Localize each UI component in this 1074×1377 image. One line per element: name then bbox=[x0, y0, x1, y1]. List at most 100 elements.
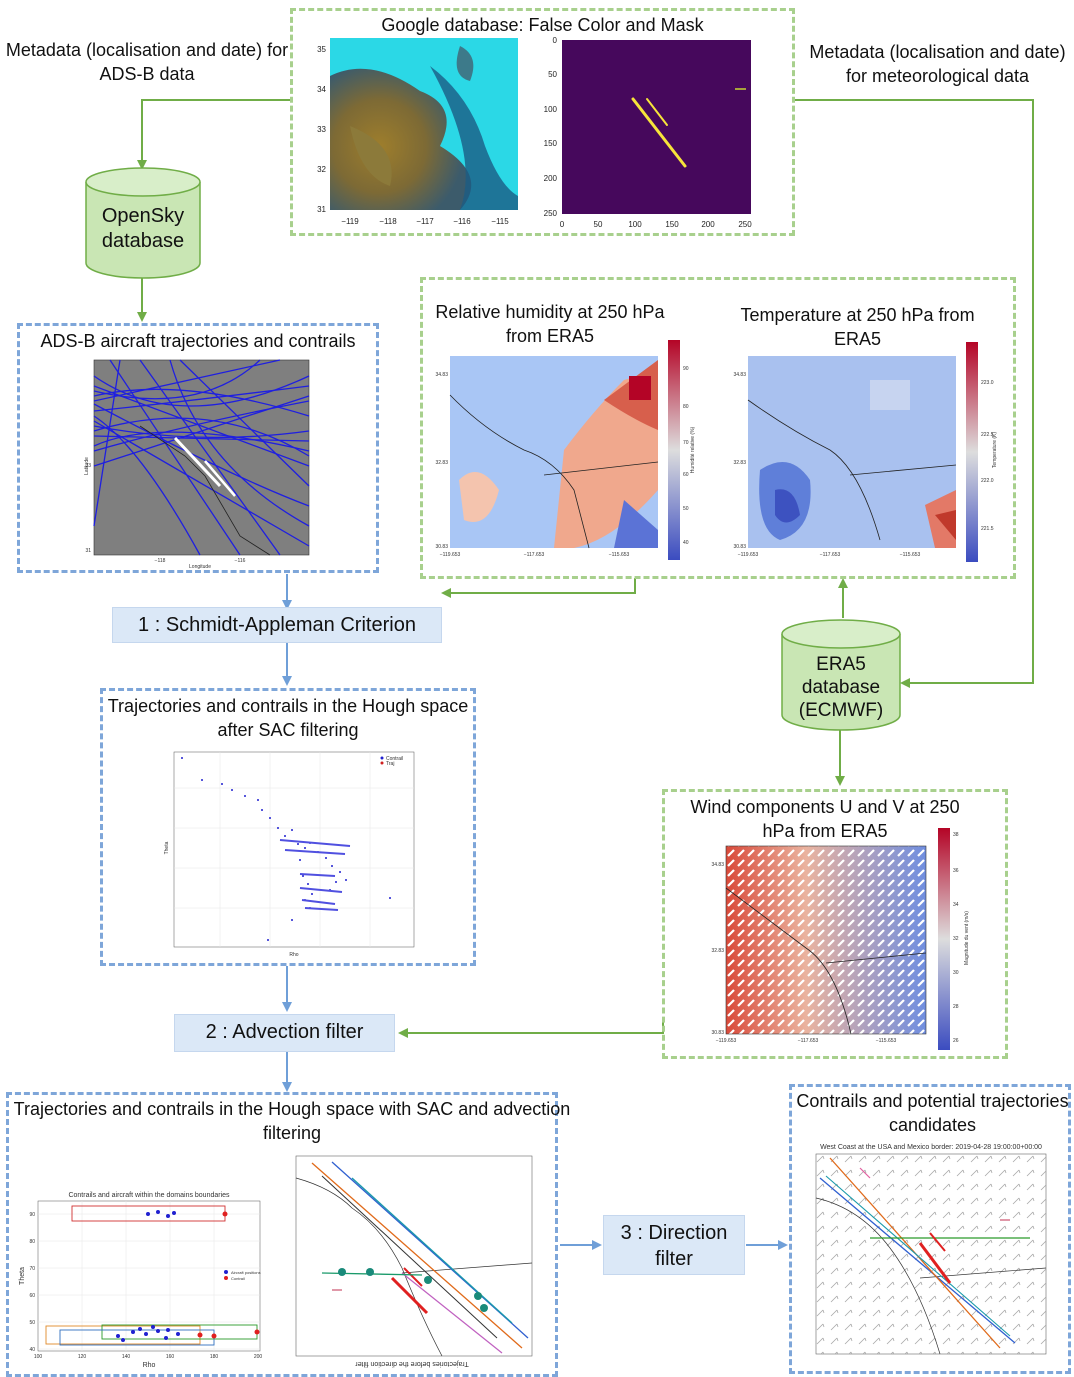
step-sac: 1 : Schmidt-Appleman Criterion bbox=[112, 607, 442, 643]
candidates-map: West Coast at the USA and Mexico border:… bbox=[815, 1144, 1047, 1355]
svg-text:34.83: 34.83 bbox=[711, 862, 724, 868]
svg-text:33: 33 bbox=[317, 125, 326, 134]
hough-adv-panel bbox=[6, 1092, 558, 1377]
mask-xticks: 0 50 100 150 200 250 bbox=[560, 220, 752, 229]
svg-text:−119.653: −119.653 bbox=[716, 1038, 737, 1044]
arrow-google-to-opensky bbox=[137, 99, 290, 170]
svg-text:34.83: 34.83 bbox=[733, 372, 746, 378]
google-panel bbox=[290, 8, 795, 236]
svg-text:60: 60 bbox=[683, 472, 689, 478]
svg-text:40: 40 bbox=[683, 540, 689, 546]
svg-text:222.5: 222.5 bbox=[981, 432, 994, 438]
svg-text:33: 33 bbox=[85, 463, 91, 469]
svg-text:50: 50 bbox=[594, 220, 603, 229]
svg-text:−115.653: −115.653 bbox=[876, 1038, 897, 1044]
svg-text:35: 35 bbox=[317, 45, 326, 54]
opensky-database-icon bbox=[85, 167, 201, 279]
hough-sac-points bbox=[181, 757, 391, 941]
contrail-mask-image: 0 50 100 150 200 250 0 50 100 150 200 25… bbox=[544, 36, 753, 229]
svg-text:50: 50 bbox=[548, 70, 557, 79]
svg-text:250: 250 bbox=[738, 220, 752, 229]
humidity-cbar-ticks: 90 80 70 60 50 40 bbox=[683, 366, 689, 546]
svg-text:−118: −118 bbox=[155, 558, 166, 564]
adsb-panel bbox=[17, 323, 379, 573]
era5-fields-panel bbox=[420, 277, 1016, 579]
svg-text:40: 40 bbox=[29, 1347, 35, 1353]
svg-text:30.83: 30.83 bbox=[733, 544, 746, 550]
svg-text:Trajectories before the direct: Trajectories before the direction filter bbox=[355, 1360, 469, 1367]
svg-text:200: 200 bbox=[701, 220, 715, 229]
svg-text:−117.653: −117.653 bbox=[524, 552, 545, 558]
svg-text:−117.653: −117.653 bbox=[798, 1038, 819, 1044]
svg-text:31: 31 bbox=[317, 205, 326, 214]
svg-text:Temperature (K): Temperature (K) bbox=[992, 432, 998, 468]
svg-text:200: 200 bbox=[544, 174, 558, 183]
humidity-title: Relative humidity at 250 hPa from ERA5 bbox=[435, 302, 665, 346]
metadata-adsb-label: Metadata (localisation and date) for ADS… bbox=[5, 40, 289, 84]
wind-map: 38 36 34 32 30 28 26 Magnitude du vent (… bbox=[711, 828, 970, 1050]
svg-text:34.83: 34.83 bbox=[435, 372, 448, 378]
svg-text:−115: −115 bbox=[491, 217, 509, 226]
era5-database-icon bbox=[781, 619, 901, 731]
svg-text:Theta: Theta bbox=[19, 1267, 26, 1285]
svg-text:32.83: 32.83 bbox=[711, 948, 724, 954]
hough-sac-scatter: Contrail Traj Theta Rho bbox=[164, 751, 415, 958]
adsb-panel-title: ADS-B aircraft trajectories and contrail… bbox=[40, 331, 356, 351]
svg-text:Magnitude du vent (m/s): Magnitude du vent (m/s) bbox=[964, 911, 970, 965]
svg-text:Aircraft positions: Aircraft positions bbox=[231, 1270, 261, 1275]
svg-text:180: 180 bbox=[210, 1354, 219, 1360]
svg-text:36: 36 bbox=[953, 868, 959, 874]
candidates-panel bbox=[789, 1084, 1071, 1374]
svg-text:−115.653: −115.653 bbox=[900, 552, 921, 558]
svg-text:34: 34 bbox=[953, 902, 959, 908]
svg-text:100: 100 bbox=[628, 220, 642, 229]
google-panel-title: Google database: False Color and Mask bbox=[381, 15, 704, 35]
svg-text:90: 90 bbox=[29, 1212, 35, 1218]
svg-text:90: 90 bbox=[683, 366, 689, 372]
svg-text:−117.653: −117.653 bbox=[820, 552, 841, 558]
hough-sac-title: Trajectories and contrails in the Hough … bbox=[107, 696, 469, 740]
svg-text:Latitude: Latitude bbox=[84, 457, 90, 475]
temperature-map: 223.0 222.5 222.0 221.5 Temperature (K) … bbox=[733, 342, 998, 562]
svg-text:50: 50 bbox=[683, 506, 689, 512]
svg-text:32.83: 32.83 bbox=[435, 460, 448, 466]
svg-text:30.83: 30.83 bbox=[711, 1030, 724, 1036]
wind-title: Wind components U and V at 250 hPa from … bbox=[690, 797, 960, 841]
svg-text:Rho: Rho bbox=[289, 952, 298, 958]
svg-text:150: 150 bbox=[665, 220, 679, 229]
svg-text:Traj: Traj bbox=[386, 761, 394, 767]
svg-text:Contrail: Contrail bbox=[386, 756, 403, 762]
temperature-title: Temperature at 250 hPa from ERA5 bbox=[740, 305, 975, 349]
svg-text:32: 32 bbox=[953, 936, 959, 942]
svg-text:150: 150 bbox=[544, 139, 558, 148]
svg-text:Rho: Rho bbox=[143, 1362, 156, 1369]
mask-yticks: 0 50 100 150 200 250 bbox=[544, 36, 558, 218]
humidity-map: 90 80 70 60 50 40 Humidité relative (%) … bbox=[435, 340, 696, 560]
svg-text:Contrail: Contrail bbox=[231, 1276, 245, 1281]
svg-text:0: 0 bbox=[560, 220, 565, 229]
svg-text:70: 70 bbox=[683, 440, 689, 446]
false-color-yticks: 35 34 33 32 31 bbox=[317, 45, 326, 214]
era5-database-label: ERA5 database (ECMWF) bbox=[798, 654, 884, 721]
metadata-meteo-label: Metadata (localisation and date) for met… bbox=[809, 42, 1066, 86]
arrow-era5-maps-to-sac bbox=[441, 578, 636, 598]
svg-text:−116: −116 bbox=[453, 217, 471, 226]
hough-adv-contrail-points bbox=[197, 1211, 260, 1339]
aircraft-trajectories bbox=[93, 359, 310, 556]
svg-text:60: 60 bbox=[29, 1293, 35, 1299]
svg-text:28: 28 bbox=[953, 1004, 959, 1010]
hough-adv-aircraft-points bbox=[116, 1210, 180, 1342]
svg-text:−119.653: −119.653 bbox=[440, 552, 461, 558]
opensky-database-label: OpenSky database bbox=[101, 205, 185, 252]
hough-adv-title: Trajectories and contrails in the Hough … bbox=[13, 1099, 571, 1143]
svg-text:100: 100 bbox=[34, 1354, 43, 1360]
svg-text:−118: −118 bbox=[379, 217, 397, 226]
svg-text:34: 34 bbox=[317, 85, 326, 94]
svg-text:160: 160 bbox=[166, 1354, 175, 1360]
svg-text:222.0: 222.0 bbox=[981, 478, 994, 484]
svg-text:Contrails and aircraft within: Contrails and aircraft within the domain… bbox=[68, 1192, 230, 1199]
svg-text:70: 70 bbox=[29, 1266, 35, 1272]
trajectories-before-direction-map: Trajectories before the direction filter bbox=[295, 1155, 533, 1367]
step-advection: 2 : Advection filter bbox=[174, 1014, 395, 1052]
svg-text:Longitude: Longitude bbox=[189, 564, 211, 570]
